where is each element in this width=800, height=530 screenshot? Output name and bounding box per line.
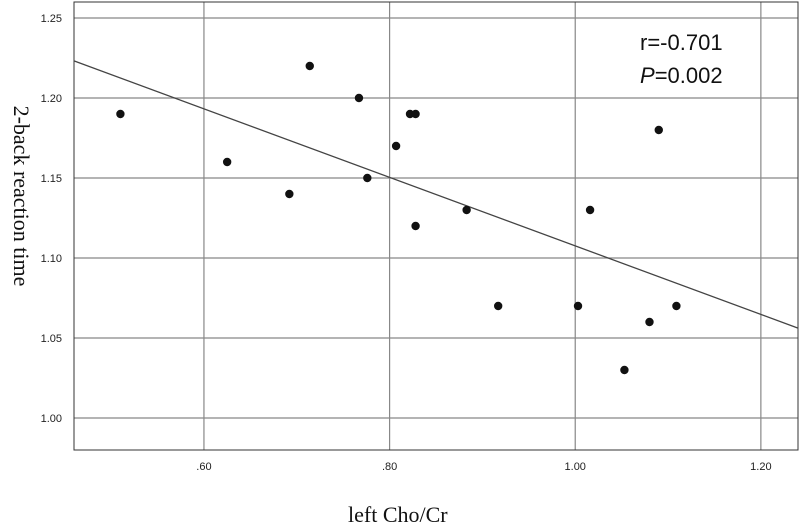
data-point xyxy=(645,317,654,327)
y-tick-label: 1.25 xyxy=(41,13,62,25)
grid-lines xyxy=(74,2,798,450)
data-point xyxy=(585,205,595,215)
data-point xyxy=(391,141,401,151)
correlation-label: r=-0.701 xyxy=(640,30,723,55)
y-tick-label: 1.15 xyxy=(41,173,62,185)
x-tick-label: 1.00 xyxy=(565,461,586,473)
data-point xyxy=(654,125,663,135)
data-point xyxy=(354,93,364,103)
y-tick-label: 1.10 xyxy=(41,253,62,265)
y-tick-label: 1.00 xyxy=(41,413,62,425)
regression-line xyxy=(73,60,799,329)
p-symbol: P xyxy=(640,63,655,88)
p-value-label: P=0.002 xyxy=(640,63,723,88)
x-tick-label: .60 xyxy=(196,461,211,473)
data-point xyxy=(116,109,125,119)
y-tick-label: 1.20 xyxy=(41,93,62,105)
data-point xyxy=(493,301,503,311)
data-points xyxy=(116,61,681,375)
y-tick-label: 1.05 xyxy=(41,333,62,345)
data-point xyxy=(363,173,372,183)
data-point xyxy=(411,221,420,231)
data-point xyxy=(285,189,294,199)
p-value: =0.002 xyxy=(655,63,723,88)
data-point xyxy=(573,301,583,311)
data-point xyxy=(620,365,629,375)
x-tick-label: .80 xyxy=(382,461,397,473)
y-axis-title: 2-back reaction time xyxy=(9,106,34,287)
data-point xyxy=(672,301,681,311)
x-tick-labels: .60 .80 1.00 1.20 xyxy=(196,461,771,473)
x-tick-label: 1.20 xyxy=(750,461,771,473)
plot-area xyxy=(73,1,799,451)
x-axis-title: left Cho/Cr xyxy=(348,502,448,527)
data-point xyxy=(222,157,232,167)
data-point xyxy=(462,205,471,215)
data-point xyxy=(305,61,314,71)
y-tick-labels: 1.00 1.05 1.10 1.15 1.20 1.25 xyxy=(41,13,62,425)
data-point xyxy=(411,109,420,119)
